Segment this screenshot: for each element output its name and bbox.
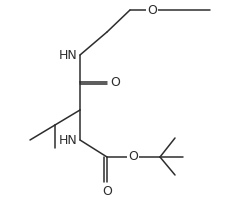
Text: O: O [102, 185, 111, 198]
Text: O: O [146, 4, 156, 17]
Text: O: O [128, 151, 137, 164]
Text: HN: HN [59, 49, 78, 62]
Text: HN: HN [59, 134, 78, 146]
Text: O: O [110, 75, 119, 88]
